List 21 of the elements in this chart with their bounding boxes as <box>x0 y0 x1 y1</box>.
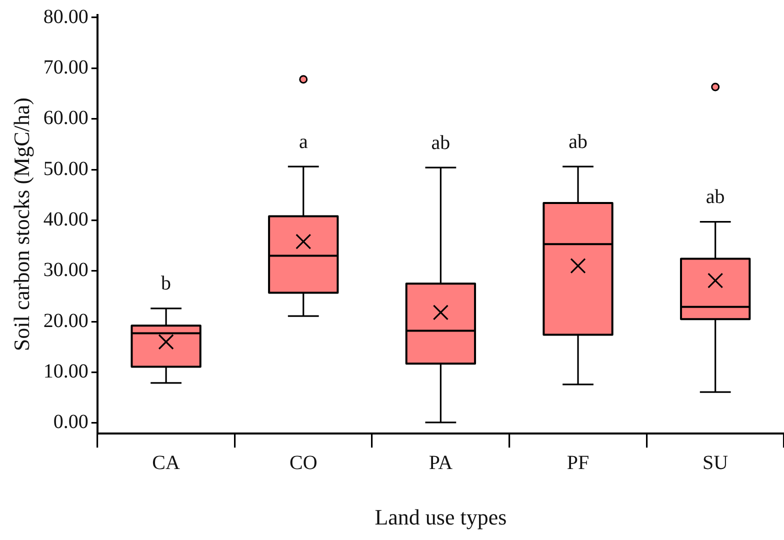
annotation: b <box>161 272 172 295</box>
annotation: ab <box>431 132 450 154</box>
y-tick-label: 30.00 <box>43 259 88 282</box>
x-tick-label: CO <box>289 452 318 474</box>
y-axis-title: Soil carbon stocks (MgC/ha) <box>8 98 34 352</box>
y-tick-label: 60.00 <box>43 107 88 130</box>
annotation: ab <box>568 130 588 153</box>
y-tick-label: 10.00 <box>43 360 88 383</box>
y-tick-label: 40.00 <box>43 208 88 230</box>
y-tick-label: 20.00 <box>43 310 88 332</box>
y-tick-label: 80.00 <box>43 6 88 28</box>
x-axis-title: Land use types <box>374 504 507 530</box>
x-tick-label: PF <box>566 452 590 474</box>
y-tick-label: 70.00 <box>43 56 88 78</box>
x-tick-label: PA <box>428 452 454 474</box>
y-tick-label: 50.00 <box>43 158 88 180</box>
y-tick-label: 0.00 <box>53 411 88 434</box>
annotation: ab <box>706 186 725 208</box>
annotation: a <box>298 130 308 153</box>
x-tick-label: SU <box>702 452 729 474</box>
x-tick-label: CA <box>152 452 180 474</box>
